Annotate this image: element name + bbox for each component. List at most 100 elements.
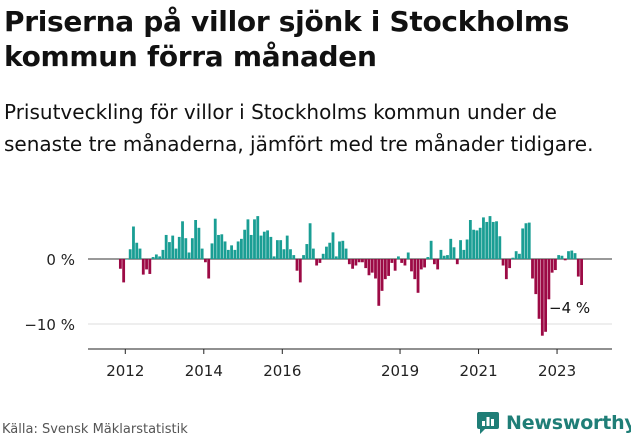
bar bbox=[465, 239, 469, 259]
bar bbox=[217, 234, 220, 259]
bar bbox=[292, 255, 296, 259]
bar bbox=[168, 242, 171, 259]
bar bbox=[233, 249, 237, 259]
bar bbox=[403, 259, 407, 266]
bar bbox=[210, 243, 214, 259]
bar bbox=[357, 259, 361, 263]
bar bbox=[570, 250, 574, 259]
bar bbox=[302, 255, 305, 259]
y-tick-label: −10 % bbox=[24, 316, 75, 334]
bar bbox=[154, 254, 158, 259]
bar bbox=[472, 229, 476, 259]
bar bbox=[390, 259, 394, 263]
bar bbox=[482, 217, 485, 259]
bar bbox=[223, 241, 227, 259]
bar bbox=[527, 222, 531, 259]
bar bbox=[220, 234, 224, 259]
bar bbox=[122, 259, 126, 283]
bar bbox=[230, 245, 233, 259]
bar bbox=[452, 247, 456, 259]
bar bbox=[177, 236, 181, 259]
bar bbox=[488, 216, 492, 259]
bar bbox=[298, 259, 302, 283]
bar bbox=[397, 256, 400, 259]
bar bbox=[151, 257, 155, 259]
bar bbox=[439, 249, 443, 259]
bar bbox=[383, 259, 387, 280]
bar bbox=[534, 259, 538, 295]
bar bbox=[266, 230, 269, 259]
bar bbox=[495, 221, 498, 259]
bar bbox=[318, 259, 322, 263]
bar bbox=[446, 255, 449, 259]
bar bbox=[501, 259, 505, 266]
bar bbox=[354, 259, 358, 266]
bar bbox=[197, 227, 201, 259]
newsworthy-brand[interactable]: Newsworthy bbox=[476, 408, 631, 438]
bar bbox=[468, 220, 472, 259]
chart-subtitle: Prisutveckling för villor i Stockholms k… bbox=[4, 100, 594, 156]
source-note: Källa: Svensk Mäklarstatistik bbox=[2, 422, 188, 437]
bar bbox=[554, 259, 557, 271]
bar bbox=[413, 259, 417, 280]
bar bbox=[416, 259, 420, 293]
bar bbox=[246, 219, 250, 259]
chart-title: Priserna på villor sjönk i Stockholms ko… bbox=[4, 5, 570, 73]
bar bbox=[367, 259, 371, 276]
bar bbox=[171, 235, 175, 259]
bar bbox=[540, 259, 544, 336]
bar bbox=[364, 259, 368, 269]
bar bbox=[449, 238, 453, 259]
bar bbox=[377, 259, 381, 306]
bar bbox=[518, 253, 521, 259]
bar bbox=[138, 248, 142, 259]
bar bbox=[508, 259, 512, 269]
bar bbox=[141, 259, 145, 275]
bar bbox=[128, 249, 132, 259]
bar bbox=[410, 259, 413, 272]
bar bbox=[511, 257, 515, 259]
bar bbox=[315, 259, 319, 266]
bar bbox=[351, 259, 355, 269]
bar bbox=[544, 259, 548, 332]
bar bbox=[338, 241, 341, 259]
x-tick-label: 2012 bbox=[106, 362, 144, 380]
bar bbox=[573, 253, 577, 259]
bar bbox=[567, 251, 570, 259]
bar bbox=[239, 238, 243, 259]
bar bbox=[462, 249, 466, 259]
bar bbox=[269, 236, 273, 259]
bar bbox=[498, 236, 502, 259]
bar bbox=[311, 248, 315, 259]
bar bbox=[475, 230, 479, 259]
x-tick-label: 2016 bbox=[263, 362, 301, 380]
bar bbox=[334, 256, 338, 259]
bar bbox=[557, 255, 561, 259]
bar bbox=[426, 257, 430, 259]
bar bbox=[400, 259, 404, 263]
bar bbox=[256, 216, 260, 259]
bar bbox=[148, 259, 152, 274]
bar bbox=[380, 259, 384, 291]
bar bbox=[226, 249, 230, 259]
bar bbox=[432, 259, 436, 265]
bar bbox=[580, 259, 583, 285]
bar-chart: 0 % −10 % −4 % 2012 2014 2016 2019 2021 2023 bbox=[24, 216, 612, 380]
bar bbox=[347, 259, 351, 265]
bar bbox=[243, 229, 247, 259]
bar bbox=[289, 249, 292, 259]
bar bbox=[331, 232, 335, 259]
bar bbox=[200, 248, 204, 259]
y-tick-label: 0 % bbox=[46, 251, 75, 269]
bar bbox=[563, 259, 567, 261]
bar bbox=[213, 218, 217, 259]
x-tick-label: 2014 bbox=[185, 362, 223, 380]
bar bbox=[259, 235, 263, 259]
bar bbox=[187, 252, 191, 259]
bar bbox=[547, 259, 551, 300]
bar bbox=[560, 255, 564, 259]
bar bbox=[341, 240, 345, 259]
bar bbox=[344, 248, 348, 259]
bar bbox=[279, 240, 283, 259]
bar bbox=[249, 234, 253, 259]
